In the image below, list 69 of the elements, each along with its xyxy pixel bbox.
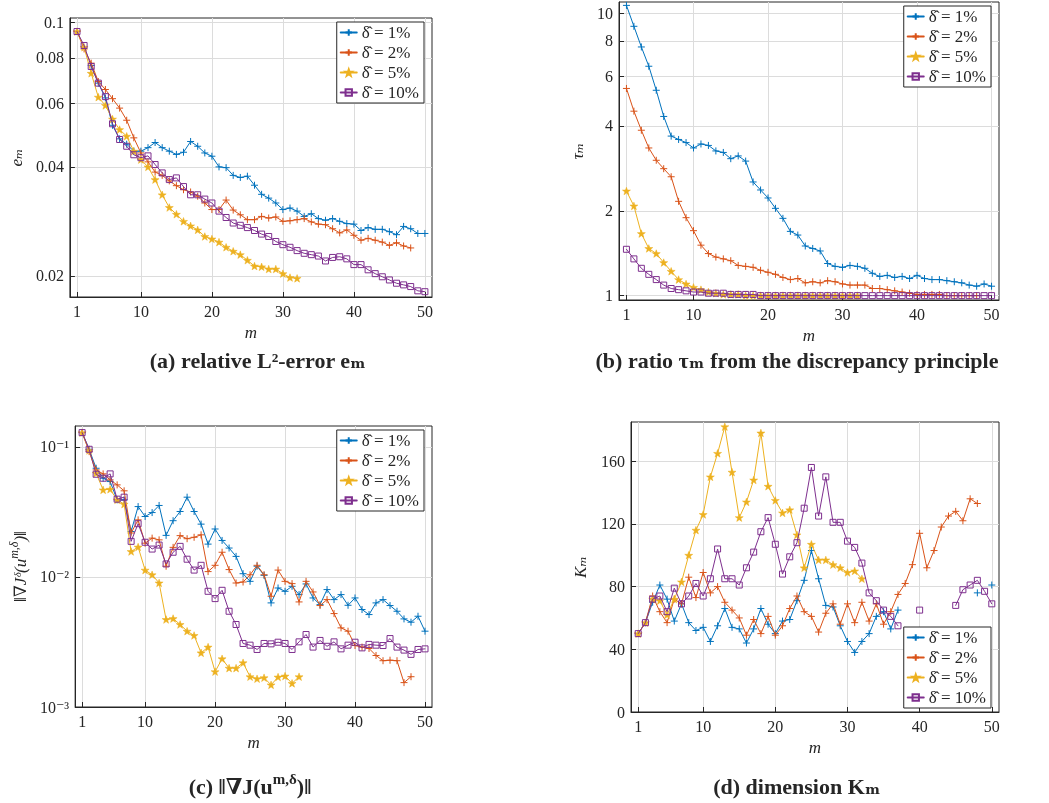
legend-label: δ̂ = 10% — [361, 491, 420, 510]
x-tick-label: 50 — [416, 302, 433, 320]
y-tick-label: 0 — [617, 703, 625, 721]
y-tick-label: 80 — [609, 578, 625, 596]
x-tick-label: 40 — [347, 712, 364, 730]
y-axis-title: Kₘ — [571, 556, 590, 579]
x-tick-label: 30 — [274, 302, 291, 320]
y-tick-label: 4 — [605, 117, 613, 135]
x-tick-label: 10 — [137, 712, 154, 730]
x-tick-label: 20 — [207, 712, 224, 730]
legend-label: δ̂ = 2% — [928, 27, 978, 46]
y-tick-label: 0.04 — [35, 158, 64, 176]
legend-label: δ̂ = 10% — [928, 688, 987, 707]
legend-label: δ̂ = 1% — [928, 628, 978, 647]
y-tick-label: 120 — [601, 515, 625, 533]
legend-label: δ̂ = 1% — [361, 23, 411, 42]
x-tick-label: 30 — [277, 712, 294, 730]
text: (a) relative L²-error eₘ — [149, 347, 367, 373]
x-tick-label: 30 — [839, 717, 856, 735]
y-tick-label: 8 — [605, 32, 613, 50]
x-tick-label: 50 — [983, 305, 1000, 323]
y-tick-label: 0.08 — [35, 49, 64, 67]
x-axis-title: m — [247, 732, 260, 752]
y-tick-label: 10 — [597, 5, 613, 23]
x-tick-label: 40 — [345, 302, 362, 320]
x-tick-label: 1 — [73, 302, 81, 320]
y-tick-label: 0.1 — [43, 14, 64, 32]
text: (b) ratio τₘ from the discrepancy principle — [595, 347, 999, 373]
y-tick-label: 10⁻¹ — [39, 438, 70, 456]
legend-label: δ̂ = 5% — [928, 47, 978, 66]
x-axis-title: m — [802, 325, 816, 345]
x-tick-label: 10 — [132, 302, 149, 320]
y-tick-label: 160 — [601, 452, 625, 470]
legend-label: δ̂ = 2% — [361, 451, 411, 470]
y-tick-label: 10⁻² — [39, 568, 70, 586]
legend-label: δ̂ = 10% — [928, 67, 987, 86]
y-axis-title: eₘ — [7, 148, 26, 167]
legend-label: δ̂ = 10% — [361, 83, 420, 102]
x-axis-title: m — [244, 322, 258, 342]
legend-label: δ̂ = 5% — [928, 668, 978, 687]
x-tick-label: 40 — [909, 305, 926, 323]
legend-label: δ̂ = 1% — [928, 7, 978, 26]
x-tick-label: 10 — [685, 305, 702, 323]
y-tick-label: 1 — [605, 287, 613, 305]
x-tick-label: 1 — [78, 712, 87, 730]
x-tick-label: 30 — [834, 305, 851, 323]
x-tick-label: 1 — [634, 717, 643, 735]
x-tick-label: 20 — [760, 305, 777, 323]
y-tick-label: 40 — [609, 640, 625, 658]
legend-label: δ̂ = 5% — [361, 471, 411, 490]
legend-label: δ̂ = 1% — [361, 431, 411, 450]
legend-label: δ̂ = 2% — [928, 648, 978, 667]
x-tick-label: 40 — [911, 717, 928, 735]
x-tick-label: 50 — [417, 712, 433, 730]
legend-label: δ̂ = 5% — [361, 63, 411, 82]
x-tick-label: 10 — [695, 717, 712, 735]
x-axis-title: m — [808, 737, 822, 757]
x-tick-label: 20 — [203, 302, 220, 320]
x-tick-label: 20 — [767, 717, 784, 735]
y-axis-title: ‖∇Jᵟ(um,δ)‖ — [7, 531, 30, 602]
text: (d) dimension Kₘ — [713, 773, 881, 799]
y-tick-label: 6 — [605, 67, 613, 85]
y-tick-label: 10⁻³ — [39, 698, 70, 716]
legend-label: δ̂ = 2% — [361, 43, 411, 62]
y-tick-label: 0.02 — [35, 267, 64, 285]
x-tick-label: 50 — [983, 717, 1000, 735]
y-axis-title: τₘ — [568, 142, 588, 160]
y-tick-label: 2 — [605, 202, 613, 220]
y-tick-label: 0.06 — [35, 94, 64, 112]
